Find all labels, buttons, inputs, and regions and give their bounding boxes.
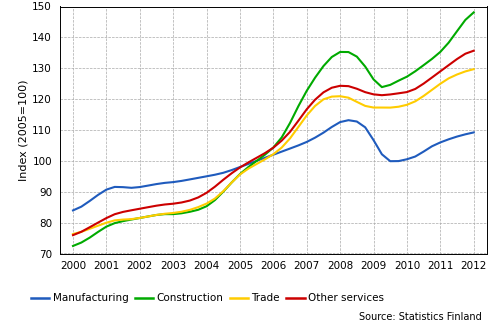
Y-axis label: Index (2005=100): Index (2005=100)	[18, 79, 28, 181]
Text: Source: Statistics Finland: Source: Statistics Finland	[359, 312, 482, 322]
Legend: Manufacturing, Construction, Trade, Other services: Manufacturing, Construction, Trade, Othe…	[31, 293, 384, 303]
